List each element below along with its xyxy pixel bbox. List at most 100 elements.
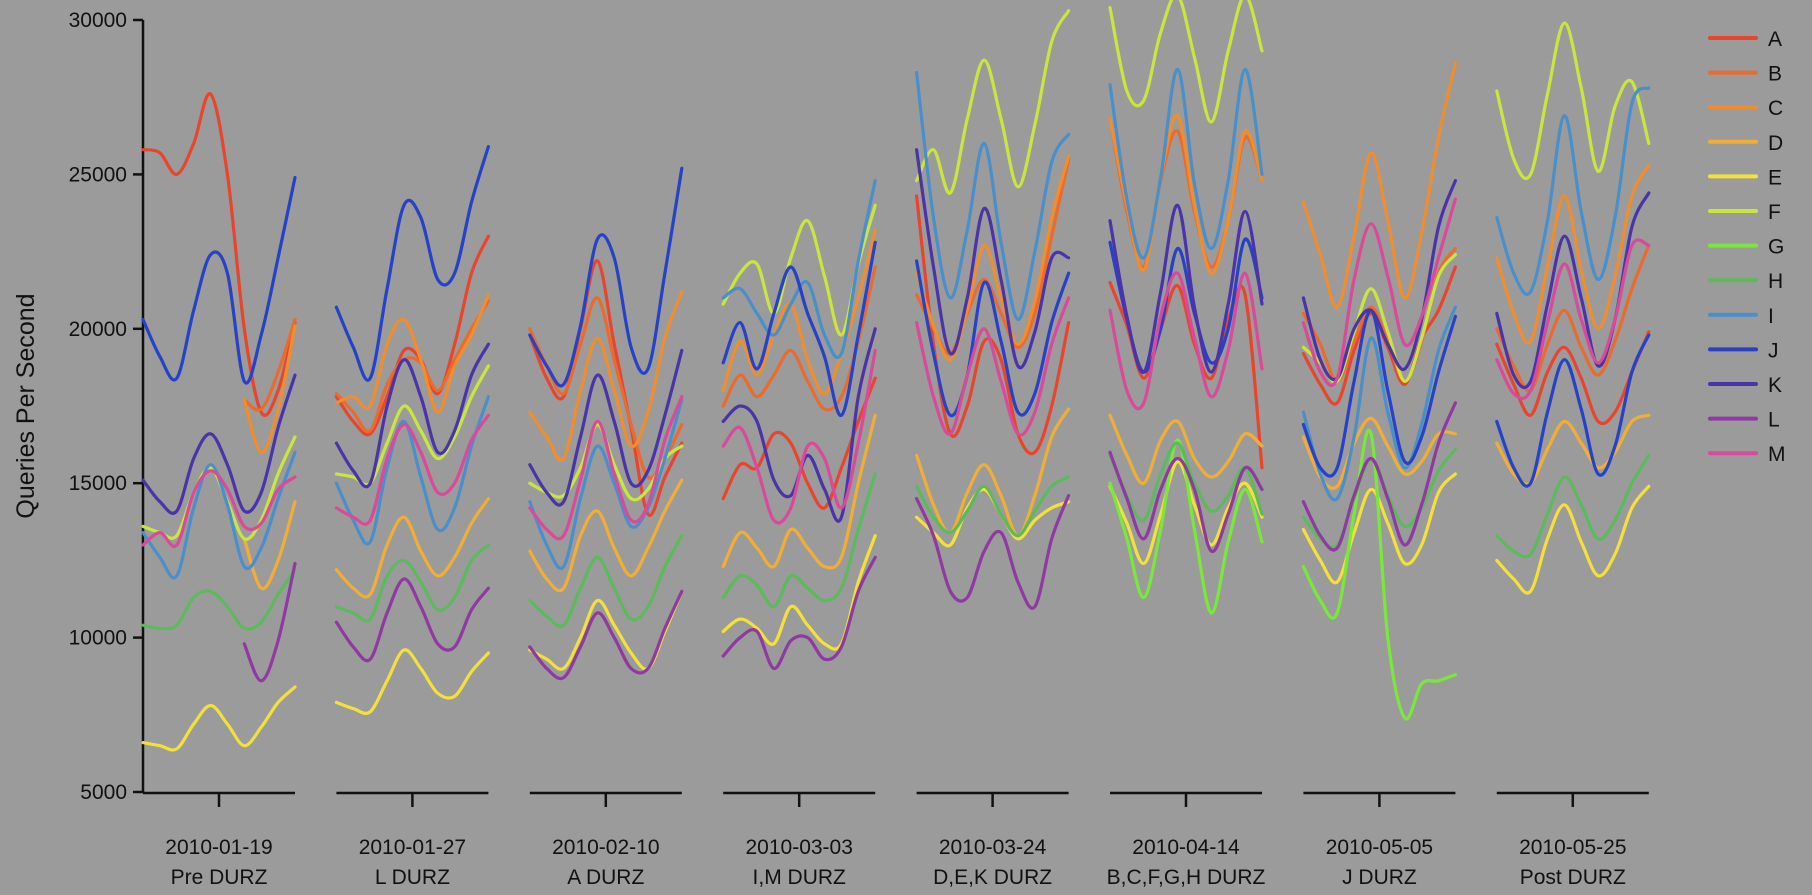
- y-tick-label: 20000: [69, 318, 127, 341]
- legend-label-b: B: [1768, 63, 1782, 86]
- series-line-l: [242, 561, 297, 683]
- series-line-k: [1108, 203, 1264, 374]
- series-line-e: [1495, 484, 1651, 595]
- series-line-m: [334, 413, 490, 526]
- series-line-c: [242, 324, 297, 454]
- series-line-i: [1495, 86, 1651, 296]
- legend-label-l: L: [1768, 409, 1780, 432]
- x-tick-date: 2010-05-25: [1519, 836, 1626, 859]
- series-line-a: [528, 259, 684, 517]
- series-line-j: [528, 166, 684, 388]
- series-line-j: [1495, 333, 1651, 488]
- series-line-c: [721, 228, 877, 396]
- series-line-a: [334, 234, 490, 437]
- series-line-k: [528, 348, 684, 507]
- series-line-h: [721, 472, 877, 609]
- series-line-d: [242, 500, 297, 591]
- series-line-f: [1108, 0, 1264, 124]
- series-line-k: [915, 148, 1071, 370]
- series-line-c: [1495, 163, 1651, 345]
- series-line-m: [528, 395, 684, 541]
- series-line-k: [1301, 179, 1457, 382]
- series-line-a: [721, 376, 877, 510]
- panel-7: 2010-05-05 J DURZ: [1301, 61, 1457, 889]
- x-tick-date: 2010-01-19: [165, 836, 272, 859]
- series-line-b: [242, 317, 297, 412]
- series-line-l: [1301, 401, 1457, 552]
- series-line-d: [1301, 416, 1457, 490]
- x-tick-date: 2010-03-24: [939, 836, 1047, 859]
- legend-label-c: C: [1768, 97, 1783, 120]
- series-line-d: [721, 413, 877, 570]
- series-line-l: [721, 555, 877, 671]
- series-line-c: [334, 293, 490, 414]
- series-line-l: [334, 577, 490, 663]
- x-tick-date: 2010-03-03: [745, 836, 852, 859]
- y-axis: 5000 10000 15000 20000 25000 30000: [69, 9, 145, 804]
- series-line-j: [721, 240, 877, 417]
- series-line-h: [915, 475, 1071, 538]
- series-line-h: [1108, 441, 1264, 523]
- series-line-i: [1301, 305, 1457, 502]
- y-tick-label: 10000: [69, 627, 127, 650]
- series-line-i: [334, 395, 490, 546]
- series-line-b: [1495, 243, 1651, 393]
- panel-5: 2010-03-24 D,E,K DURZ: [915, 9, 1071, 889]
- series-line-j: [915, 259, 1071, 418]
- series-line-c: [915, 154, 1071, 362]
- x-tick-event: Pre DURZ: [171, 866, 268, 889]
- series-line-j: [1301, 308, 1457, 478]
- legend-label-i: I: [1768, 305, 1774, 328]
- x-tick-event: J DURZ: [1342, 866, 1417, 889]
- series-line-l: [915, 494, 1071, 610]
- legend-label-g: G: [1768, 236, 1784, 259]
- y-tick-label: 15000: [69, 472, 127, 495]
- series-line-b: [334, 299, 490, 434]
- x-tick-date: 2010-01-27: [359, 836, 466, 859]
- series-line-a: [141, 92, 297, 417]
- x-tick-event: D,E,K DURZ: [933, 866, 1052, 889]
- series-line-a: [1495, 330, 1651, 426]
- series-line-h: [334, 543, 490, 623]
- x-tick-date: 2010-05-05: [1326, 836, 1433, 859]
- series-line-d: [1108, 413, 1264, 485]
- panel-3: 2010-02-10 A DURZ: [528, 166, 684, 889]
- series-line-i: [141, 450, 297, 580]
- series-line-h: [1495, 453, 1651, 559]
- series-line-i: [1108, 67, 1264, 260]
- legend-label-f: F: [1768, 201, 1781, 224]
- y-axis-title: Queries Per Second: [12, 293, 40, 518]
- series-line-j: [334, 145, 490, 382]
- y-tick-label: 5000: [80, 781, 127, 804]
- series-line-e: [1301, 472, 1457, 585]
- series-line-m: [1301, 197, 1457, 388]
- series-line-f: [1495, 21, 1651, 181]
- series-line-i: [915, 70, 1071, 322]
- panel-1: 2010-01-19 Pre DURZ: [141, 92, 297, 889]
- series-line-l: [528, 589, 684, 681]
- series-line-i: [528, 398, 684, 570]
- x-tick-date: 2010-04-14: [1132, 836, 1240, 859]
- series-line-j: [141, 175, 297, 385]
- series-line-m: [1495, 238, 1651, 401]
- panel-4: 2010-03-03 I,M DURZ: [721, 179, 877, 889]
- series-line-e: [141, 685, 297, 752]
- x-tick-event: Post DURZ: [1520, 866, 1626, 889]
- y-tick-label: 30000: [69, 9, 127, 32]
- series-line-d: [915, 407, 1071, 538]
- series-line-c: [1301, 61, 1457, 309]
- panel-8: 2010-05-25 Post DURZ: [1495, 21, 1651, 889]
- series-line-c: [528, 290, 684, 462]
- panel-2: 2010-01-27 L DURZ: [334, 145, 490, 889]
- series-line-h: [141, 568, 297, 631]
- series-line-f: [915, 9, 1071, 195]
- series-line-d: [1495, 413, 1651, 487]
- x-tick-event: A DURZ: [567, 866, 644, 889]
- series-line-g: [1301, 428, 1457, 721]
- series-line-m: [721, 348, 877, 525]
- legend-label-k: K: [1768, 374, 1782, 397]
- series-line-m: [915, 296, 1071, 437]
